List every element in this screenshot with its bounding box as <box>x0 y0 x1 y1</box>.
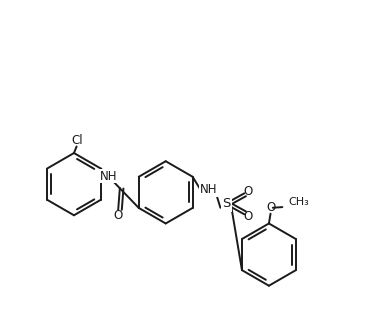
Text: O: O <box>114 209 123 222</box>
Text: O: O <box>243 185 252 198</box>
Text: O: O <box>243 210 252 223</box>
Text: S: S <box>222 197 230 210</box>
Text: NH: NH <box>99 170 117 183</box>
Text: O: O <box>267 201 276 214</box>
Text: NH: NH <box>200 183 218 196</box>
Text: Cl: Cl <box>71 135 83 147</box>
Text: CH₃: CH₃ <box>288 197 309 207</box>
